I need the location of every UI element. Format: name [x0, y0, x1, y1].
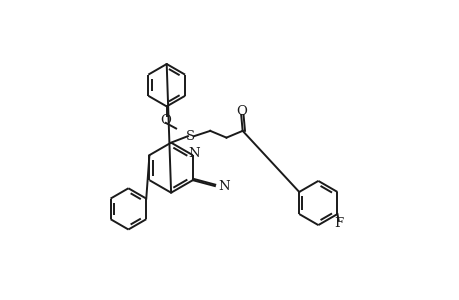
Text: F: F: [333, 217, 342, 230]
Text: N: N: [218, 181, 230, 194]
Text: O: O: [235, 105, 246, 118]
Text: S: S: [185, 130, 195, 143]
Text: O: O: [160, 114, 171, 127]
Text: N: N: [188, 147, 200, 160]
